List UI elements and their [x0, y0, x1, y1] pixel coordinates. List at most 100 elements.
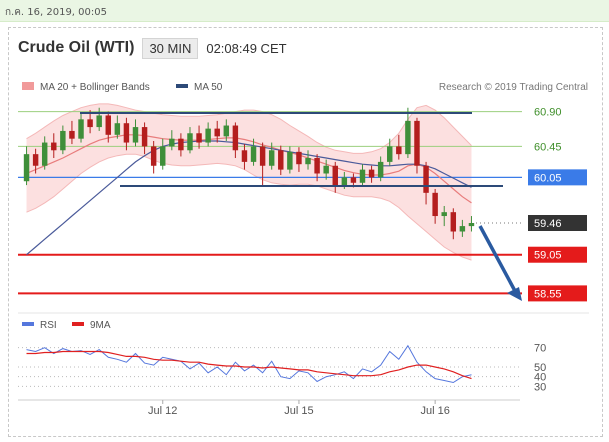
candle-body	[387, 146, 393, 162]
moving-averages	[26, 134, 472, 256]
candle-body	[278, 150, 284, 170]
forecast-arrow-shaft	[478, 225, 517, 292]
rsi-tick-label: 30	[534, 381, 546, 393]
level-label-59-46: 59.46	[534, 218, 562, 230]
candle-body	[205, 128, 211, 143]
candle-body	[314, 158, 320, 174]
x-axis-ticks: Jul 12 Jul 15 Jul 16	[148, 400, 450, 417]
level-label-60-90: 60.90	[534, 107, 562, 119]
top-date-bar: ก.ค. 16, 2019, 00:05	[0, 0, 609, 22]
candle-body	[396, 146, 402, 155]
research-credit: Research © 2019 Trading Central	[439, 82, 588, 93]
candle-body	[41, 142, 48, 166]
candle-body	[69, 130, 75, 139]
rsi-tick-label: 40	[534, 372, 546, 384]
candle-body	[377, 161, 384, 178]
candle-body	[214, 128, 220, 137]
forecast-arrow-icon	[507, 287, 522, 301]
candle-body	[305, 158, 311, 165]
rsi-tick-label: 50	[534, 362, 546, 374]
candle-body	[32, 154, 39, 166]
candle-body	[323, 165, 329, 174]
candle-body	[96, 115, 102, 128]
candle-body	[368, 169, 375, 178]
rsi-ma9-line	[26, 350, 472, 380]
x-tick-label: Jul 16	[420, 405, 449, 417]
candle-body	[141, 127, 148, 147]
candlesticks	[23, 107, 475, 240]
candle-body	[468, 223, 475, 227]
chart-header: Crude Oil (WTI) 30 MIN 02:08:49 CET	[18, 36, 287, 60]
candle-body	[223, 125, 230, 137]
bollinger-bands	[26, 103, 472, 261]
rsi-legend-swatch	[22, 322, 34, 326]
level-label-59-05: 59.05	[534, 250, 562, 262]
ma9-legend-label: 9MA	[90, 320, 111, 331]
bollinger-upper-line	[26, 103, 472, 154]
instrument-title: Crude Oil (WTI)	[18, 39, 135, 56]
timeframe-selector[interactable]: 30 MIN	[142, 37, 199, 59]
candle-body	[105, 115, 111, 135]
candle-body	[268, 150, 275, 166]
candle-body	[359, 169, 366, 183]
candle-body	[405, 120, 411, 155]
candle-body	[350, 177, 357, 183]
x-tick-label: Jul 12	[148, 405, 177, 417]
candle-body	[414, 120, 420, 166]
candle-body	[341, 177, 348, 186]
trend-lines	[80, 112, 522, 301]
ma20-legend-label: MA 20 + Bollinger Bands	[40, 82, 150, 93]
candle-body	[60, 130, 66, 151]
x-tick-label: Jul 15	[284, 405, 313, 417]
candle-body	[150, 146, 157, 166]
top-date-text: ก.ค. 16, 2019, 00:05	[5, 7, 107, 18]
rsi-legend-label: RSI	[40, 320, 57, 331]
candle-body	[23, 154, 30, 182]
candle-body	[241, 150, 248, 162]
bollinger-band-area	[26, 103, 472, 261]
level-label-58-55: 58.55	[534, 288, 562, 300]
candle-body	[332, 165, 338, 186]
candle-body	[187, 133, 193, 151]
candle-body	[287, 151, 293, 170]
level-label-60-45: 60.45	[534, 141, 562, 153]
ma50-legend-label: MA 50	[194, 82, 223, 93]
candle-body	[450, 212, 457, 232]
chart-widget	[8, 27, 603, 437]
candle-body	[441, 212, 447, 217]
candle-body	[296, 151, 302, 165]
candle-body	[432, 192, 438, 217]
level-label-60-05: 60.05	[534, 172, 562, 184]
rsi-line	[26, 344, 472, 384]
price-level-labels: 60.90 60.45 60.05 59.46 59.05 58.55	[528, 107, 587, 302]
level-badge-59-46	[528, 215, 587, 231]
ma50-line	[26, 140, 472, 256]
ma20-legend-swatch	[22, 82, 34, 90]
candle-body	[123, 123, 130, 143]
candle-body	[423, 165, 429, 193]
candle-body	[459, 226, 466, 232]
ma20-line	[26, 134, 472, 204]
ma9-legend-swatch	[72, 322, 84, 326]
level-badge-60-05	[528, 169, 587, 186]
candle-body	[160, 146, 166, 166]
current-time: 02:08:49 CET	[206, 40, 287, 56]
candle-body	[78, 119, 84, 139]
level-badge-58-55	[528, 285, 587, 302]
candle-body	[178, 138, 184, 151]
bollinger-lower-line	[26, 153, 472, 261]
candle-body	[259, 146, 266, 166]
candle-body	[196, 133, 202, 143]
rsi-tick-label: 70	[534, 343, 546, 355]
candle-body	[87, 119, 93, 128]
candle-body	[232, 125, 239, 151]
candle-body	[114, 123, 121, 135]
candle-body	[169, 138, 175, 147]
level-badge-59-05	[528, 246, 587, 263]
ma50-legend-swatch	[176, 84, 188, 88]
candle-body	[51, 142, 57, 151]
candle-body	[132, 127, 139, 143]
candle-body	[250, 146, 257, 162]
